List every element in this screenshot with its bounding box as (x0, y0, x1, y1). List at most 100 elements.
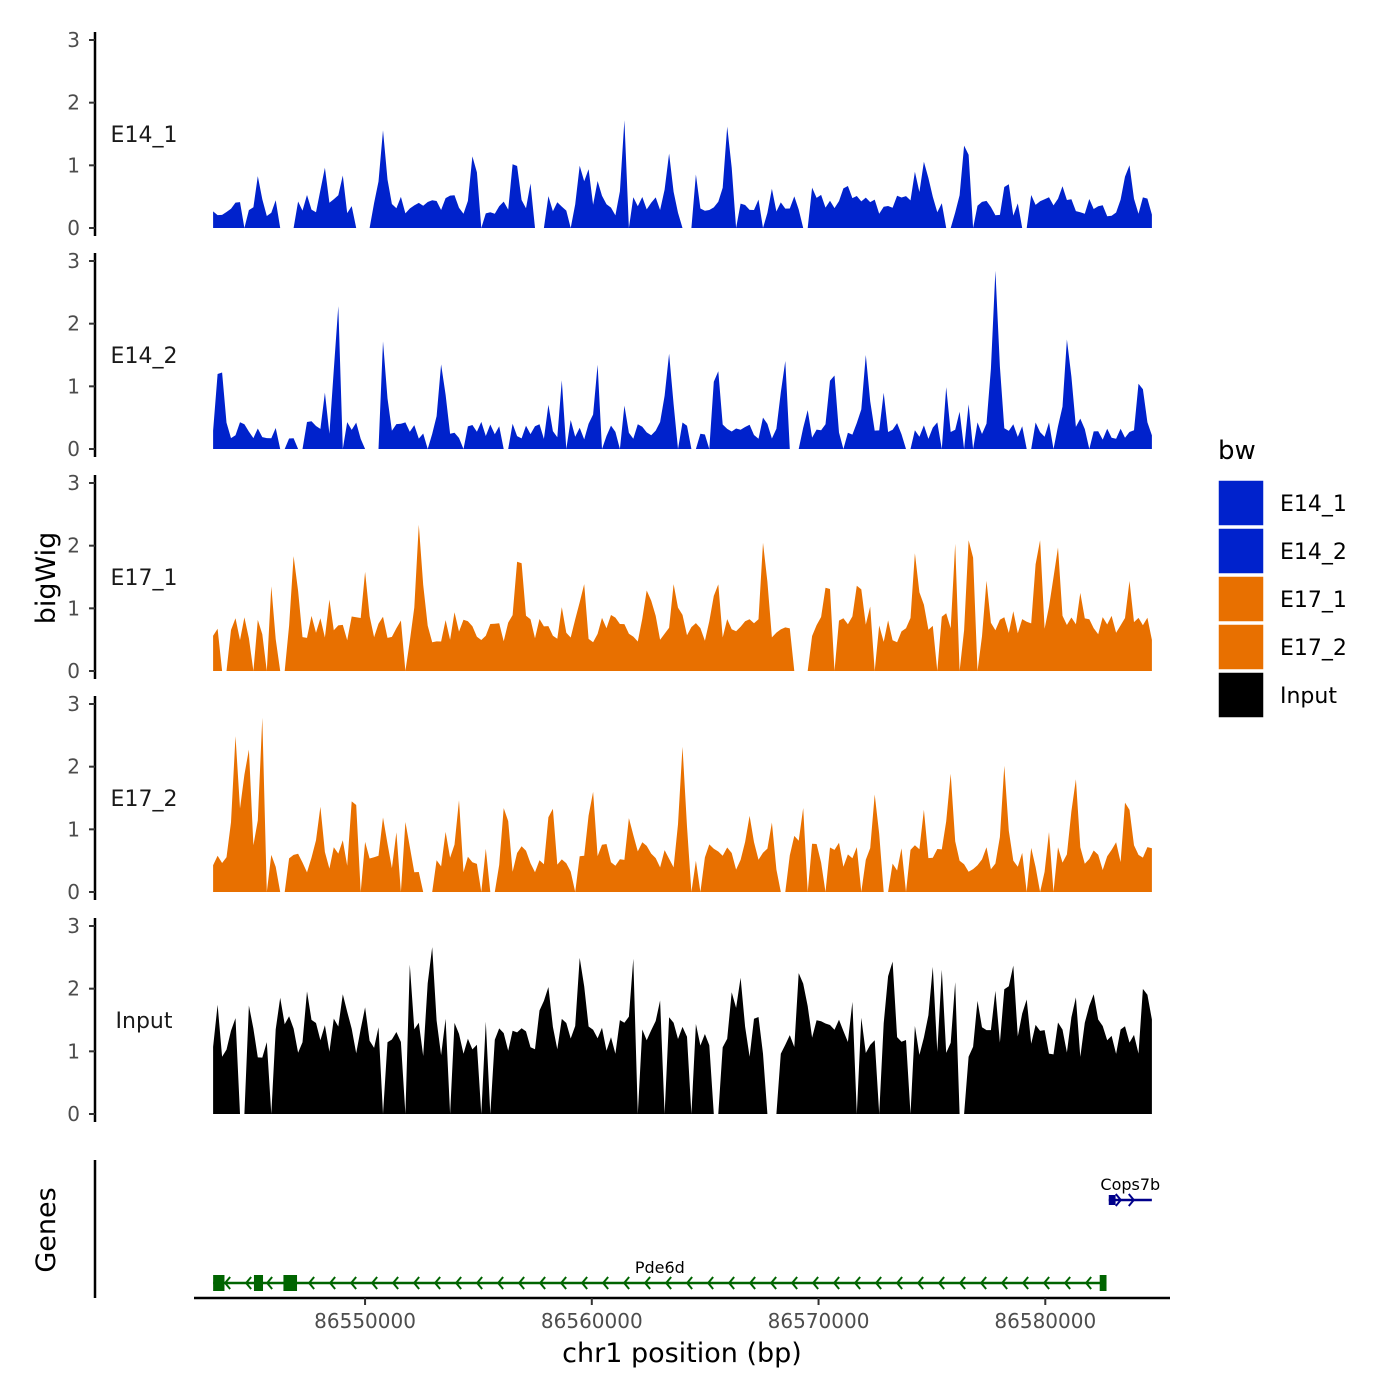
legend-key-E14_2 (1217, 527, 1265, 575)
y-tick-label: 1 (67, 596, 80, 620)
track-label: E17_1 (111, 566, 178, 591)
strand-arrow (832, 1276, 840, 1290)
strand-arrow (811, 1276, 819, 1290)
strand-arrow (916, 1276, 924, 1290)
strand-arrow (1084, 1276, 1092, 1290)
area-series-E17_1 (213, 524, 1152, 671)
strand-arrow (580, 1276, 588, 1290)
y-tick-label: 3 (67, 471, 80, 495)
track-E17_1: 0 1 2 3 E17_1 (67, 471, 1152, 683)
strand-arrow (307, 1276, 315, 1290)
gene-label: Pde6d (635, 1258, 685, 1277)
track-label: E14_2 (111, 344, 178, 369)
strand-arrow (874, 1276, 882, 1290)
strand-arrow (1042, 1276, 1050, 1290)
exon (213, 1275, 225, 1291)
area-series-E17_2 (213, 717, 1152, 892)
strand-arrow (265, 1276, 273, 1290)
legend-key-E14_1 (1217, 479, 1265, 527)
strand-arrow (643, 1276, 651, 1290)
track-label: E14_1 (111, 123, 178, 148)
y-tick-label: 0 (67, 880, 80, 904)
legend-key-Input (1217, 671, 1265, 719)
y-tick-label: 3 (67, 692, 80, 716)
x-tick-label: 86570000 (768, 1309, 870, 1333)
strand-arrow (1000, 1276, 1008, 1290)
y-tick-label: 3 (67, 249, 80, 273)
legend-title: bw (1218, 436, 1256, 466)
y-tick-label: 3 (67, 28, 80, 52)
x-tick-label: 86550000 (314, 1309, 416, 1333)
exon (253, 1275, 264, 1291)
strand-arrow (412, 1276, 420, 1290)
track-E14_1: 0 1 2 3 E14_1 (67, 28, 1152, 240)
strand-arrow (706, 1276, 714, 1290)
area-series-E14_1 (213, 120, 1152, 228)
strand-arrow (727, 1276, 735, 1290)
y-tick-label: 2 (67, 91, 80, 115)
legend-key-E17_1 (1217, 575, 1265, 623)
strand-arrow (790, 1276, 798, 1290)
legend-label: E17_1 (1280, 588, 1347, 613)
y-tick-label: 1 (67, 817, 80, 841)
strand-arrow (937, 1276, 945, 1290)
strand-arrow (601, 1276, 609, 1290)
strand-arrow (1128, 1193, 1136, 1207)
area-series-Input (213, 947, 1152, 1114)
x-axis: 86550000 86560000 86570000 86580000 (194, 1296, 1170, 1333)
strand-arrow (223, 1276, 231, 1290)
exon (1108, 1195, 1116, 1205)
strand-arrow (979, 1276, 987, 1290)
strand-arrow (1115, 1193, 1123, 1207)
strand-arrow (685, 1276, 693, 1290)
track-label: Input (116, 1009, 173, 1034)
area-series-E14_2 (213, 270, 1152, 449)
y-tick-label: 2 (67, 755, 80, 779)
strand-arrow (454, 1276, 462, 1290)
strand-arrow (958, 1276, 966, 1290)
y-tick-label: 1 (67, 153, 80, 177)
track-E14_2: 0 1 2 3 E14_2 (67, 249, 1152, 461)
x-tick-label: 86580000 (994, 1309, 1096, 1333)
strand-arrow (328, 1276, 336, 1290)
legend-label: E14_2 (1280, 540, 1347, 565)
strand-arrow (1021, 1276, 1029, 1290)
x-axis-title: chr1 position (bp) (562, 1338, 802, 1369)
strand-arrow (517, 1276, 525, 1290)
legend-label: E17_2 (1280, 636, 1347, 661)
y-tick-label: 0 (67, 437, 80, 461)
strand-arrow (748, 1276, 756, 1290)
y-tick-label: 1 (67, 1039, 80, 1063)
signal-tracks: 0 1 2 3 E14_1 0 1 2 3 E14_2 0 1 2 3 E17_1 0 1 2 3 E17_2 0 1 2 3… (67, 28, 1152, 1126)
exon (1099, 1275, 1107, 1291)
strand-arrow (538, 1276, 546, 1290)
legend-key-E17_2 (1217, 623, 1265, 671)
genes-axis-title: Genes (31, 1187, 62, 1272)
y-tick-label: 0 (67, 1102, 80, 1126)
strand-arrow (496, 1276, 504, 1290)
y-tick-label: 2 (67, 312, 80, 336)
exon (283, 1275, 298, 1291)
gene-label: Cops7b (1100, 1175, 1160, 1194)
y-tick-label: 2 (67, 534, 80, 558)
legend-label: E14_1 (1280, 492, 1347, 517)
strand-arrow (895, 1276, 903, 1290)
strand-arrow (622, 1276, 630, 1290)
strand-arrow (349, 1276, 357, 1290)
legend: bw E14_1 E14_2 E17_1 E17_2 Input (1217, 436, 1347, 719)
gene-Pde6d: Pde6d (213, 1258, 1107, 1291)
strand-arrow (1063, 1276, 1071, 1290)
strand-arrow (244, 1276, 252, 1290)
track-Input: 0 1 2 3 Input (67, 914, 1152, 1126)
track-E17_2: 0 1 2 3 E17_2 (67, 692, 1152, 904)
strand-arrow (559, 1276, 567, 1290)
x-tick-label: 86560000 (541, 1309, 643, 1333)
strand-arrow (769, 1276, 777, 1290)
y-tick-label: 1 (67, 374, 80, 398)
strand-arrow (853, 1276, 861, 1290)
y-tick-label: 2 (67, 977, 80, 1001)
strand-arrow (475, 1276, 483, 1290)
genes-panel: Pde6d Cops7b (93, 1160, 1160, 1298)
track-label: E17_2 (111, 787, 178, 812)
